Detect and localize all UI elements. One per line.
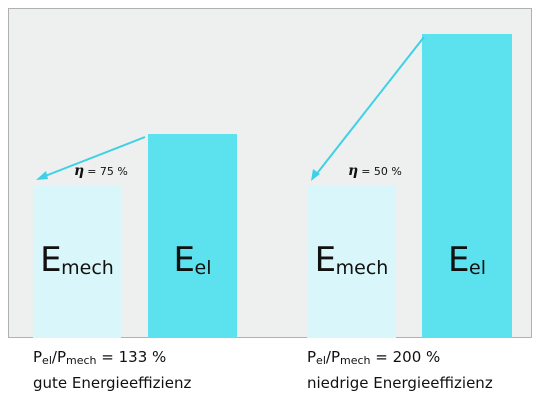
eta-symbol-left: η — [74, 163, 85, 179]
bar-label-e-el-left: Eel — [173, 240, 212, 280]
bar-label-e-mech-right: Emech — [314, 240, 389, 280]
caption-formula-left: Pel/Pmech = 133 % — [33, 348, 167, 367]
bar-label-e-mech-left: Emech — [40, 240, 114, 280]
caption-right: Pel/Pmech = 200 % niedrige Energieeffizi… — [307, 346, 493, 394]
eta-symbol-right: η — [348, 163, 359, 179]
bar-e-mech-left: Emech — [33, 186, 121, 338]
eta-value-right: = 50 % — [361, 165, 402, 178]
eta-value-left: = 75 % — [87, 165, 128, 178]
caption-rating-left: gute Energieeffizienz — [33, 374, 192, 392]
bar-e-el-left: Eel — [148, 134, 237, 338]
caption-left: Pel/Pmech = 133 % gute Energieeffizienz — [33, 346, 191, 394]
eta-label-right: η = 50 % — [348, 163, 402, 179]
caption-formula-right: Pel/Pmech = 200 % — [307, 348, 441, 367]
bar-label-e-el-right: Eel — [448, 240, 486, 280]
bar-e-el-right: Eel — [422, 34, 512, 338]
eta-label-left: η = 75 % — [74, 163, 128, 179]
caption-rating-right: niedrige Energieeffizienz — [307, 374, 493, 392]
bar-e-mech-right: Emech — [307, 186, 396, 338]
